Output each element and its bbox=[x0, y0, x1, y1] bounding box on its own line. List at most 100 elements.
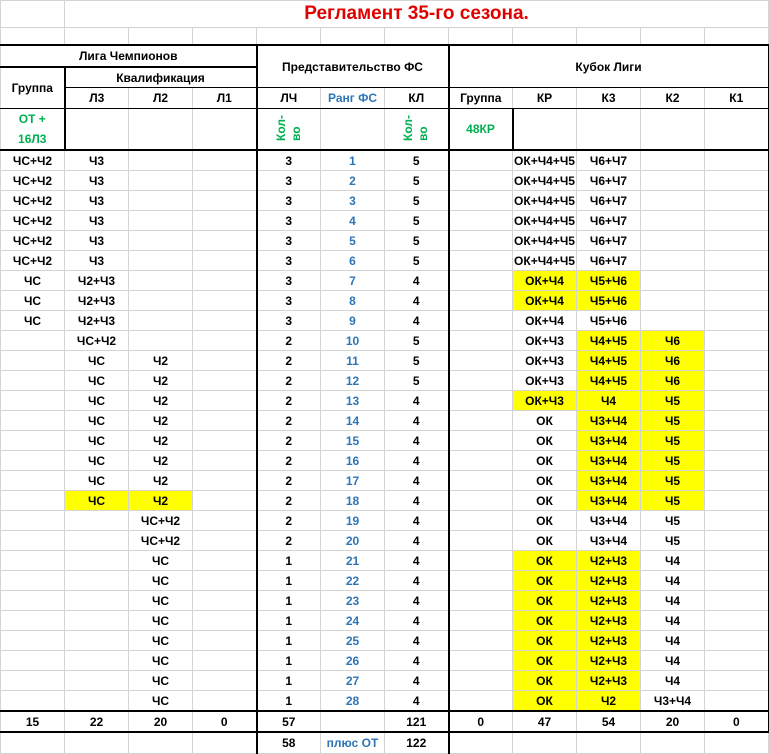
cell-b[interactable]: Ч2+Ч3 bbox=[64, 310, 129, 331]
cell-f[interactable]: 27 bbox=[320, 670, 385, 691]
cell-c[interactable]: Ч2 bbox=[128, 390, 193, 411]
cell-a[interactable]: ЧС+Ч2 bbox=[0, 170, 65, 191]
cell-i[interactable]: ОК+Ч4 bbox=[512, 290, 577, 311]
cell-k[interactable]: Ч5 bbox=[640, 430, 705, 451]
cell-j[interactable]: Ч4+Ч5 bbox=[576, 330, 641, 351]
cell-k[interactable]: Ч5 bbox=[640, 470, 705, 491]
cell-g[interactable]: 4 bbox=[384, 290, 450, 311]
cell[interactable] bbox=[703, 108, 769, 151]
cell-d[interactable] bbox=[192, 410, 258, 431]
cell[interactable] bbox=[64, 27, 129, 46]
cell-f[interactable]: 9 bbox=[320, 310, 385, 331]
cell-j[interactable]: Ч3+Ч4 bbox=[576, 490, 641, 511]
cell-d[interactable] bbox=[192, 610, 258, 631]
cell-l[interactable] bbox=[703, 390, 769, 411]
cell-l[interactable] bbox=[703, 690, 769, 712]
cell-h[interactable] bbox=[448, 731, 513, 754]
cell-k[interactable] bbox=[640, 210, 705, 231]
cell-i[interactable] bbox=[512, 731, 577, 754]
cell-l[interactable] bbox=[703, 430, 769, 451]
cell-h[interactable] bbox=[448, 430, 513, 451]
cell-c[interactable]: ЧС bbox=[128, 570, 193, 591]
cell-l[interactable] bbox=[703, 410, 769, 431]
cell-j[interactable]: Ч3+Ч4 bbox=[576, 510, 641, 531]
cell-i[interactable]: ОК bbox=[512, 670, 577, 691]
cell-a[interactable] bbox=[0, 550, 65, 571]
cell-b[interactable]: Ч3 bbox=[64, 170, 129, 191]
cell-e[interactable]: 3 bbox=[256, 250, 321, 271]
cell-a[interactable] bbox=[0, 731, 65, 754]
cell-e[interactable]: 3 bbox=[256, 230, 321, 251]
cell-a[interactable] bbox=[0, 690, 65, 712]
cell-d[interactable] bbox=[192, 290, 258, 311]
cell-a[interactable] bbox=[0, 410, 65, 431]
cell-b[interactable] bbox=[64, 650, 129, 671]
cell-h[interactable] bbox=[448, 310, 513, 331]
cell-d[interactable] bbox=[192, 330, 258, 351]
cell-c[interactable]: Ч2 bbox=[128, 410, 193, 431]
cell-e[interactable]: 3 bbox=[256, 190, 321, 211]
cell-b[interactable] bbox=[64, 570, 129, 591]
cell-h[interactable] bbox=[448, 510, 513, 531]
cell-a[interactable] bbox=[0, 450, 65, 471]
cell-b[interactable]: ЧС bbox=[64, 430, 129, 451]
cell-a[interactable]: ЧС+Ч2 bbox=[0, 250, 65, 271]
cell-d[interactable] bbox=[192, 390, 258, 411]
cell-i[interactable]: ОК+Ч4+Ч5 bbox=[512, 149, 577, 171]
cell[interactable] bbox=[320, 108, 385, 151]
cell-e[interactable]: 3 bbox=[256, 310, 321, 331]
cell-f[interactable]: 13 bbox=[320, 390, 385, 411]
cell-f[interactable]: 5 bbox=[320, 230, 385, 251]
cell-h[interactable] bbox=[448, 410, 513, 431]
cell-k[interactable]: Ч5 bbox=[640, 450, 705, 471]
cell-b[interactable]: ЧС bbox=[64, 450, 129, 471]
cell-i[interactable]: ОК+Ч3 bbox=[512, 390, 577, 411]
cell-b[interactable]: ЧС bbox=[64, 410, 129, 431]
cell-d[interactable] bbox=[192, 530, 258, 551]
cell-a[interactable] bbox=[0, 470, 65, 491]
cell-i[interactable]: ОК+Ч4 bbox=[512, 310, 577, 331]
cell-l[interactable] bbox=[703, 490, 769, 511]
cell-k[interactable]: Ч5 bbox=[640, 390, 705, 411]
cell[interactable] bbox=[0, 0, 65, 28]
cell-l[interactable] bbox=[703, 530, 769, 551]
cell-j[interactable]: 54 bbox=[576, 710, 641, 733]
cell-d[interactable] bbox=[192, 149, 258, 171]
cell-f[interactable]: 16 bbox=[320, 450, 385, 471]
cell-g[interactable]: 4 bbox=[384, 390, 450, 411]
cell-d[interactable] bbox=[192, 731, 258, 754]
cell-c[interactable]: ЧС bbox=[128, 650, 193, 671]
cell-e[interactable]: 2 bbox=[256, 450, 321, 471]
cell-f[interactable]: плюс ОТ bbox=[320, 731, 385, 754]
cell-b[interactable]: Ч3 bbox=[64, 210, 129, 231]
cell-f[interactable]: 17 bbox=[320, 470, 385, 491]
cell-i[interactable]: ОК+Ч4+Ч5 bbox=[512, 230, 577, 251]
cell-g[interactable]: 5 bbox=[384, 170, 450, 191]
cell-k[interactable]: Ч4 bbox=[640, 590, 705, 611]
cell-f[interactable]: 18 bbox=[320, 490, 385, 511]
cell-k[interactable]: Ч4 bbox=[640, 630, 705, 651]
cell-e[interactable]: 2 bbox=[256, 470, 321, 491]
cell-g[interactable]: 4 bbox=[384, 630, 450, 651]
cell-h[interactable] bbox=[448, 590, 513, 611]
cell-f[interactable]: 19 bbox=[320, 510, 385, 531]
cell[interactable] bbox=[640, 108, 705, 151]
cell-h[interactable] bbox=[448, 210, 513, 231]
cell-a[interactable] bbox=[0, 650, 65, 671]
cell-l[interactable] bbox=[703, 230, 769, 251]
cell-h[interactable] bbox=[448, 490, 513, 511]
cell[interactable] bbox=[703, 27, 769, 46]
cell-b[interactable] bbox=[64, 510, 129, 531]
cell-b[interactable] bbox=[64, 590, 129, 611]
cell-f[interactable]: 6 bbox=[320, 250, 385, 271]
cell-g[interactable]: 122 bbox=[384, 731, 450, 754]
cell-e[interactable]: 1 bbox=[256, 690, 321, 712]
cell-i[interactable]: ОК bbox=[512, 470, 577, 491]
cell-e[interactable]: 1 bbox=[256, 610, 321, 631]
cell-e[interactable]: 2 bbox=[256, 330, 321, 351]
cell-b[interactable]: ЧС bbox=[64, 470, 129, 491]
cell-a[interactable] bbox=[0, 630, 65, 651]
cell-f[interactable]: 10 bbox=[320, 330, 385, 351]
cell-g[interactable]: 4 bbox=[384, 570, 450, 591]
cell-e[interactable]: 1 bbox=[256, 590, 321, 611]
